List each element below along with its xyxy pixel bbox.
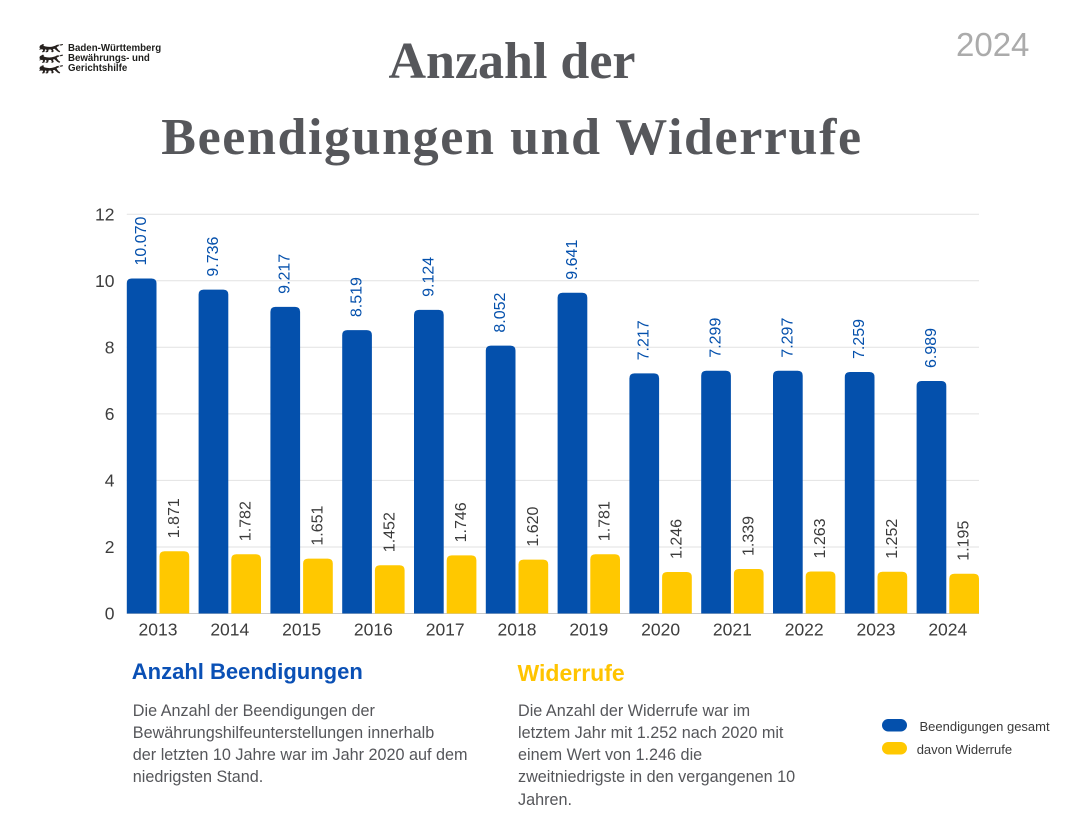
svg-text:2018: 2018: [498, 620, 537, 640]
svg-text:2020: 2020: [641, 620, 680, 640]
svg-text:10.070: 10.070: [133, 216, 150, 265]
svg-text:1.195: 1.195: [956, 521, 973, 561]
svg-text:9.736: 9.736: [205, 236, 222, 276]
svg-text:1.263: 1.263: [812, 518, 829, 558]
svg-text:2023: 2023: [857, 620, 896, 640]
svg-text:2021: 2021: [713, 620, 752, 640]
svg-text:9.641: 9.641: [564, 240, 581, 280]
svg-text:2016: 2016: [354, 620, 393, 640]
svg-text:7.297: 7.297: [779, 318, 796, 358]
svg-text:1.339: 1.339: [740, 516, 757, 556]
svg-text:2022: 2022: [785, 620, 824, 640]
svg-text:6: 6: [105, 404, 115, 424]
svg-text:2017: 2017: [426, 620, 465, 640]
svg-text:1.781: 1.781: [597, 501, 614, 541]
svg-text:7.217: 7.217: [636, 320, 653, 360]
svg-text:4: 4: [105, 470, 115, 490]
svg-text:2: 2: [105, 537, 115, 557]
svg-text:8.052: 8.052: [492, 292, 509, 332]
svg-text:davon Widerrufe: davon Widerrufe: [917, 742, 1012, 757]
svg-text:8: 8: [105, 337, 115, 357]
svg-text:1.452: 1.452: [381, 512, 398, 552]
svg-text:1.782: 1.782: [238, 501, 255, 541]
svg-text:2013: 2013: [139, 620, 178, 640]
svg-text:1.651: 1.651: [309, 505, 326, 545]
svg-text:0: 0: [105, 604, 115, 624]
svg-text:2019: 2019: [569, 620, 608, 640]
svg-text:7.299: 7.299: [708, 318, 725, 358]
svg-text:6.989: 6.989: [923, 328, 940, 368]
svg-text:2014: 2014: [210, 620, 249, 640]
svg-text:2015: 2015: [282, 620, 321, 640]
svg-text:9.217: 9.217: [277, 254, 294, 294]
svg-text:10: 10: [95, 271, 115, 291]
svg-text:1.620: 1.620: [525, 506, 542, 546]
svg-text:1.871: 1.871: [166, 498, 183, 538]
svg-text:1.252: 1.252: [884, 519, 901, 559]
svg-text:1.246: 1.246: [669, 519, 686, 559]
svg-text:8.519: 8.519: [349, 277, 366, 317]
svg-text:12: 12: [95, 204, 114, 224]
svg-text:Beendigungen gesamt: Beendigungen gesamt: [920, 719, 1050, 734]
svg-text:9.124: 9.124: [420, 257, 437, 297]
svg-text:1.746: 1.746: [453, 502, 470, 542]
svg-text:7.259: 7.259: [851, 319, 868, 359]
svg-text:2024: 2024: [928, 620, 967, 640]
